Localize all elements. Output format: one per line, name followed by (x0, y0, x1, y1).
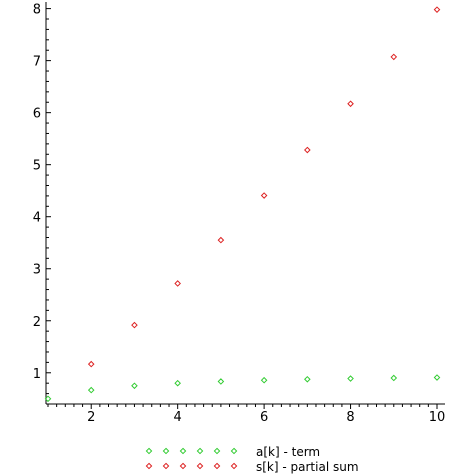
plot-marks (44, 6, 441, 403)
y-tick-label: 1 (33, 367, 41, 382)
legend-marker (196, 447, 204, 455)
legend-marker (145, 462, 153, 470)
x-tick-label: 6 (260, 410, 268, 425)
data-point (44, 395, 52, 403)
data-point (174, 379, 181, 387)
legend: a[k] - term s[k] - partial sum (145, 445, 359, 474)
y-tick-label: 5 (33, 159, 41, 174)
x-tick-label: 2 (87, 410, 95, 425)
legend-label-a-term: a[k] - term (256, 445, 320, 459)
data-point (347, 375, 354, 382)
data-point (87, 386, 95, 394)
series-1 (87, 6, 441, 368)
data-point (217, 236, 225, 244)
legend-marker (213, 462, 221, 470)
legend-marker (196, 462, 204, 470)
y-tick-label: 2 (33, 315, 41, 330)
data-point (433, 374, 441, 381)
legend-marker (162, 462, 170, 470)
y-tick-label: 7 (33, 55, 41, 70)
x-tick-label: 10 (429, 410, 446, 425)
x-tick-label: 8 (346, 410, 354, 425)
legend-marker (213, 447, 221, 455)
y-tick-label: 6 (33, 107, 41, 122)
y-tick-label: 3 (33, 263, 41, 278)
data-point (260, 192, 268, 199)
legend-marker (179, 462, 187, 470)
data-point (174, 280, 181, 287)
x-tick-label: 4 (174, 410, 182, 425)
data-point (131, 382, 138, 390)
legend-marker (230, 462, 238, 470)
legend-marker (162, 447, 170, 455)
data-point (304, 146, 311, 154)
data-point (304, 375, 311, 383)
data-point (217, 378, 225, 385)
y-tick-label: 8 (33, 3, 41, 18)
data-point (87, 360, 95, 368)
data-point (260, 376, 268, 384)
data-point (390, 374, 398, 382)
legend-marker (145, 447, 153, 455)
legend-label-s-partial-sum: s[k] - partial sum (256, 460, 359, 474)
data-point (390, 53, 398, 61)
series-0 (44, 374, 441, 403)
data-point (433, 6, 441, 13)
legend-marker (230, 447, 238, 455)
y-tick-label: 4 (33, 211, 41, 226)
data-point (347, 100, 354, 108)
legend-marker (179, 447, 187, 455)
data-point (131, 321, 138, 329)
